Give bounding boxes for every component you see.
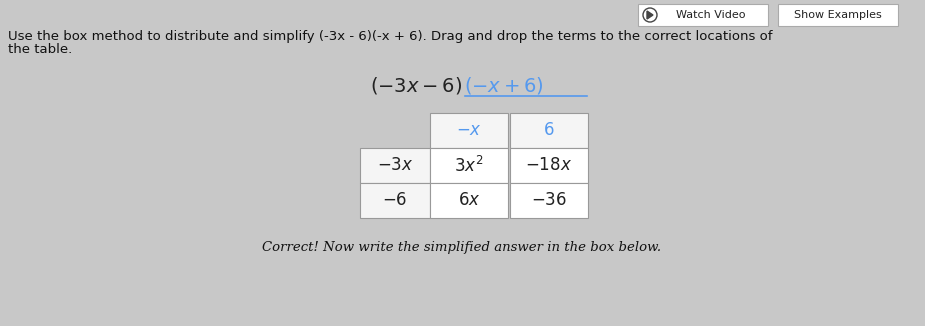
Text: $(-x+6)$: $(-x+6)$ (464, 76, 544, 96)
Text: Use the box method to distribute and simplify (-3x - 6)(-x + 6). Drag and drop t: Use the box method to distribute and sim… (8, 30, 772, 43)
Text: $-6$: $-6$ (382, 192, 408, 209)
FancyBboxPatch shape (638, 4, 768, 26)
Text: $-x$: $-x$ (456, 122, 482, 139)
Text: $-3x$: $-3x$ (376, 157, 413, 174)
FancyBboxPatch shape (360, 183, 430, 218)
Text: $(-3x-6)$: $(-3x-6)$ (370, 76, 462, 96)
FancyBboxPatch shape (510, 148, 588, 183)
Text: $6$: $6$ (543, 122, 555, 139)
Text: $-36$: $-36$ (531, 192, 567, 209)
Text: $3x^2$: $3x^2$ (454, 156, 484, 175)
FancyBboxPatch shape (430, 113, 508, 148)
Polygon shape (647, 11, 653, 19)
FancyBboxPatch shape (778, 4, 898, 26)
Text: the table.: the table. (8, 43, 72, 56)
Text: Watch Video: Watch Video (676, 10, 746, 20)
FancyBboxPatch shape (510, 113, 588, 148)
Text: Show Examples: Show Examples (795, 10, 882, 20)
FancyBboxPatch shape (430, 183, 508, 218)
Text: $6x$: $6x$ (458, 192, 480, 209)
Text: Correct! Now write the simplified answer in the box below.: Correct! Now write the simplified answer… (263, 242, 661, 255)
Text: $-18x$: $-18x$ (525, 157, 573, 174)
FancyBboxPatch shape (510, 183, 588, 218)
FancyBboxPatch shape (360, 148, 430, 183)
FancyBboxPatch shape (430, 148, 508, 183)
